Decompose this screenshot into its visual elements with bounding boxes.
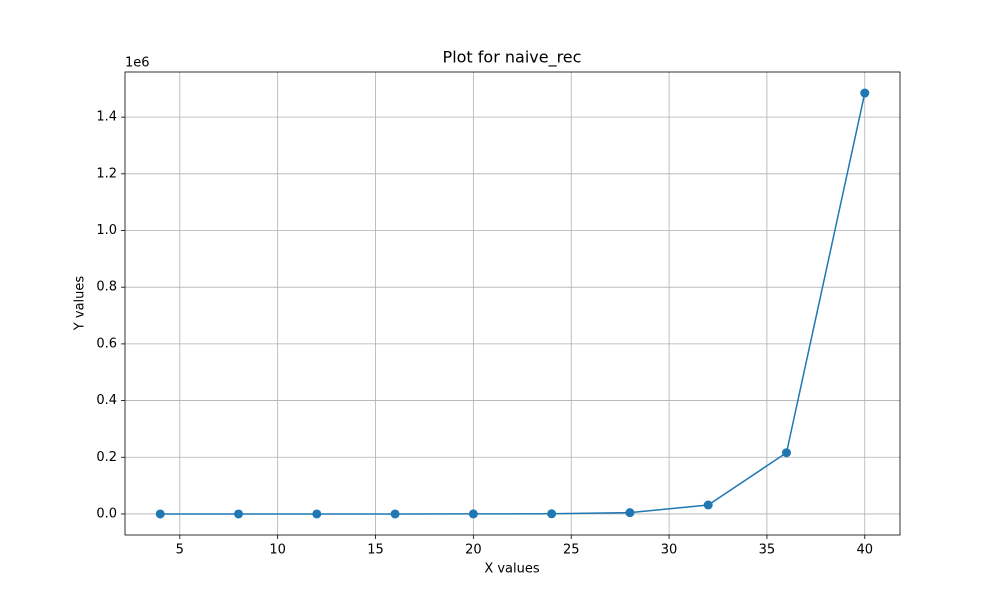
marker: [703, 500, 713, 510]
x-tick-label: 15: [367, 543, 384, 558]
marker: [155, 509, 165, 519]
y-tick-label: 0.8: [96, 280, 117, 295]
marker: [468, 509, 478, 519]
marker: [312, 509, 322, 519]
marker: [781, 448, 791, 458]
y-tick-label: 1.4: [96, 110, 117, 125]
x-tick-label: 5: [176, 543, 184, 558]
marker: [390, 509, 400, 519]
marker: [234, 509, 244, 519]
marker: [547, 509, 557, 519]
y-tick-label: 0.6: [96, 336, 117, 351]
y-axis-label: Y values: [73, 276, 88, 332]
plot-frame: [124, 71, 901, 536]
marker: [860, 88, 870, 98]
y-tick-label: 0.2: [96, 450, 117, 465]
chart-title: Plot for naive_rec: [443, 48, 582, 68]
y-tick-label: 1.0: [96, 223, 117, 238]
x-tick-label: 30: [661, 543, 678, 558]
x-tick-label: 40: [856, 543, 873, 558]
y-tick-label: 0.0: [96, 506, 117, 521]
line: [160, 92, 866, 515]
x-tick-label: 25: [563, 543, 580, 558]
x-tick-label: 10: [269, 543, 286, 558]
y-offset-label: 1e6: [125, 56, 150, 71]
x-tick-label: 35: [759, 543, 776, 558]
x-tick-label: 20: [465, 543, 482, 558]
y-tick-label: 1.2: [96, 166, 117, 181]
y-tick-label: 0.4: [96, 393, 117, 408]
marker: [625, 508, 635, 518]
x-axis-label: X values: [484, 562, 540, 577]
